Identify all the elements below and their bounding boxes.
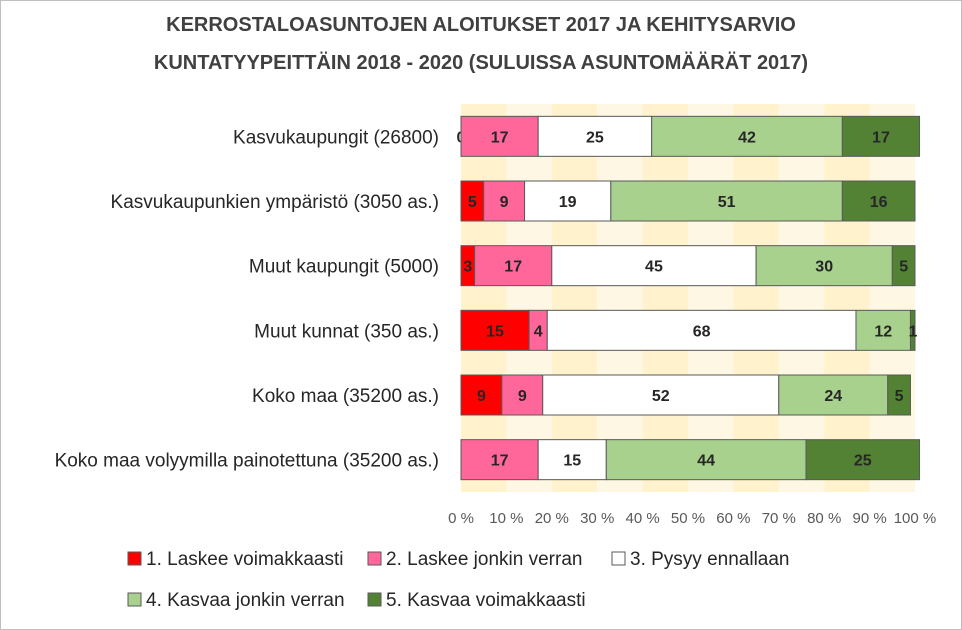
data-label: 19 — [559, 194, 577, 211]
bar-segment — [610, 180, 843, 222]
bar-segment — [474, 245, 553, 287]
category-label: Muut kunnat (350 as.) — [254, 321, 439, 342]
data-label: 3 — [463, 259, 472, 276]
data-label: 17 — [491, 129, 509, 146]
data-label: 17 — [504, 259, 522, 276]
x-tick-label: 0 % — [448, 510, 474, 527]
category-label: Kasvukaupungit (26800) — [233, 127, 439, 148]
x-axis-ticks: 0 % 10 % 20 % 30 % 40 % 50 % 60 % 70 % 80 % 90 % 1… — [448, 510, 936, 527]
bar-segment — [546, 309, 857, 351]
plot-band — [778, 104, 825, 492]
data-label: 51 — [718, 194, 736, 211]
category-label: Koko maa volyymilla painotettuna (35200 … — [55, 451, 439, 472]
bar-segment — [460, 115, 539, 157]
plot-area — [461, 104, 915, 492]
data-label: 4 — [534, 323, 543, 340]
chart-title: KERROSTALOASUNTOJEN ALOITUKSET 2017 JA K… — [154, 14, 808, 74]
plot-band — [688, 104, 734, 492]
bar-segment — [841, 115, 921, 157]
legend-swatch — [367, 592, 382, 607]
x-tick-label: 30 % — [580, 510, 614, 527]
x-tick-label: 100 % — [894, 510, 937, 527]
data-label: 9 — [518, 388, 527, 405]
bar-segment — [524, 180, 612, 222]
legend-swatch — [367, 551, 382, 566]
plot-band — [461, 104, 507, 492]
data-label: 9 — [500, 194, 509, 211]
bar-segment — [483, 180, 526, 222]
data-label: 15 — [486, 323, 504, 340]
plot-band — [869, 104, 915, 492]
data-label: 5 — [895, 388, 904, 405]
x-tick-label: 50 % — [671, 510, 705, 527]
legend-label: 4. Kasvaa jonkin verran — [146, 590, 345, 611]
bar-segment — [460, 309, 530, 351]
x-tick-label: 40 % — [625, 510, 659, 527]
data-label: 45 — [645, 259, 663, 276]
data-label: 42 — [738, 129, 756, 146]
data-label: 1 — [909, 323, 918, 340]
legend-label: 2. Laskee jonkin verran — [386, 549, 582, 570]
data-label: 25 — [854, 453, 872, 470]
plot-band — [551, 104, 598, 492]
category-label: Muut kaupungit (5000) — [249, 257, 439, 278]
data-label: 5 — [899, 259, 908, 276]
bar-segment — [887, 374, 911, 416]
legend-swatch — [127, 592, 142, 607]
legend: 1. Laskee voimakkaasti 2. Laskee jonkin v… — [127, 549, 790, 611]
legend-label: 1. Laskee voimakkaasti — [146, 549, 344, 570]
x-tick-label: 10 % — [489, 510, 523, 527]
data-label: 16 — [870, 194, 888, 211]
legend-swatch — [611, 551, 626, 566]
data-label: 17 — [491, 453, 509, 470]
data-label: 17 — [872, 129, 890, 146]
bar-segment — [605, 439, 807, 481]
chart-title-line-1: KERROSTALOASUNTOJEN ALOITUKSET 2017 JA K… — [166, 14, 796, 36]
data-label: 68 — [693, 323, 711, 340]
category-label: Kasvukaupunkien ympäristö (3050 as.) — [111, 192, 439, 213]
bar-segment — [778, 374, 889, 416]
bar-segment — [460, 439, 539, 481]
data-label: 24 — [824, 388, 842, 405]
bar-segment — [537, 439, 607, 481]
x-tick-label: 70 % — [762, 510, 796, 527]
legend-label: 3. Pysyy ennallaan — [630, 549, 790, 570]
bar-segment — [805, 439, 921, 481]
bar-segment — [551, 245, 757, 287]
x-tick-label: 80 % — [807, 510, 841, 527]
plot-band — [506, 104, 552, 492]
x-tick-label: 60 % — [716, 510, 750, 527]
plot-band — [642, 104, 688, 492]
legend-swatch — [127, 551, 142, 566]
bar-segment — [460, 374, 503, 416]
plot-band — [824, 104, 870, 492]
category-label: Koko maa (35200 as.) — [252, 386, 439, 407]
bar-segment — [542, 374, 780, 416]
bars: 0172542175919511631745305154681219952245… — [457, 115, 921, 481]
chart-title-line-2: KUNTATYYPEITTÄIN 2018 - 2020 (SULUISSA A… — [154, 51, 808, 74]
legend-label: 5. Kasvaa voimakkaasti — [386, 590, 586, 611]
data-label: 44 — [697, 453, 715, 470]
plot-band — [597, 104, 643, 492]
bar-segment — [537, 115, 653, 157]
bar-segment — [755, 245, 893, 287]
plot-band — [733, 104, 779, 492]
x-tick-label: 20 % — [535, 510, 569, 527]
data-label: 5 — [468, 194, 477, 211]
bar-segment — [891, 245, 916, 287]
x-tick-label: 90 % — [852, 510, 886, 527]
data-label: 9 — [477, 388, 486, 405]
data-label: 25 — [586, 129, 604, 146]
data-label: 15 — [563, 453, 581, 470]
data-label: 12 — [874, 323, 892, 340]
data-label: 52 — [652, 388, 670, 405]
bar-segment — [841, 180, 916, 222]
bar-segment — [909, 309, 916, 351]
data-label: 30 — [815, 259, 833, 276]
category-labels: Kasvukaupungit (26800) Kasvukaupunkien ym… — [55, 127, 439, 471]
